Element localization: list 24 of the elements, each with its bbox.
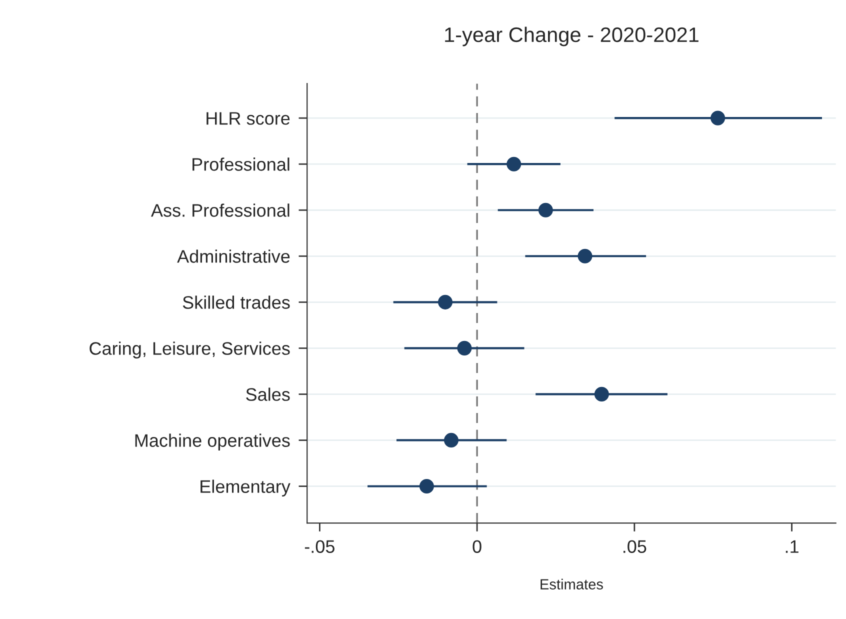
x-tick-label: .05 — [624, 540, 646, 553]
point — [438, 294, 453, 310]
y-tick-label: Professional — [192, 158, 290, 171]
y-tick-label: HLR score — [206, 112, 290, 125]
point — [710, 110, 726, 126]
y-tick-label: Sales — [246, 388, 290, 401]
y-tick-label: Skilled trades — [182, 296, 290, 309]
x-tick-label: .1 — [786, 540, 798, 553]
chart-title: 1-year Change - 2020-2021 — [445, 26, 698, 46]
point — [578, 248, 592, 264]
x-tick-label: -.05 — [304, 540, 334, 553]
point — [444, 432, 459, 448]
y-tick-label: Administrative — [177, 250, 290, 263]
y-tick-label: Machine operatives — [135, 434, 290, 451]
x-tick-label: 0 — [472, 540, 482, 553]
point — [457, 340, 472, 356]
point — [506, 156, 522, 172]
y-tick-label: Ass. Professional — [150, 204, 290, 217]
point — [538, 202, 553, 218]
x-axis-title: Estimates — [540, 578, 603, 590]
y-tick-label: Elementary — [200, 480, 290, 497]
y-tick-label: Caring, Leisure, Services — [90, 342, 290, 358]
point — [594, 386, 609, 402]
point — [419, 478, 434, 494]
